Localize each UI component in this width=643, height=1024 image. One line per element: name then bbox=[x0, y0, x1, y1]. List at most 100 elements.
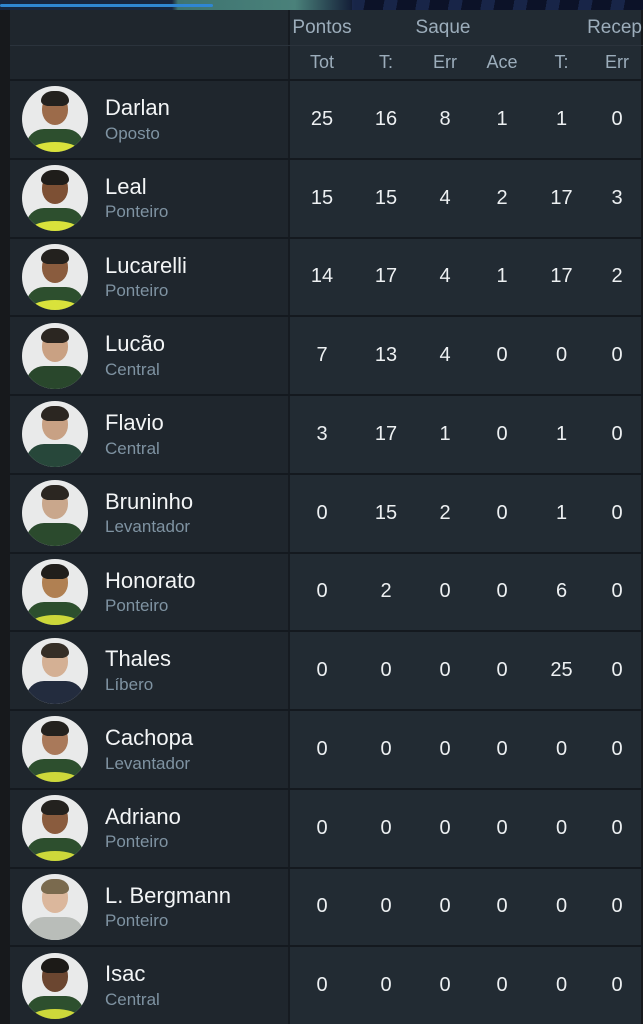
stat-value: 17 bbox=[374, 265, 398, 288]
col-header-serve-t: T: bbox=[378, 52, 393, 72]
stat-value: 0 bbox=[611, 974, 623, 997]
stat-value: 6 bbox=[555, 580, 568, 603]
stat-value: 0 bbox=[439, 580, 451, 603]
player-row[interactable]: Cachopa Levantador 0 0 0 0 0 0 bbox=[10, 709, 643, 788]
stat-value: 0 bbox=[496, 659, 508, 682]
player-position: Oposto bbox=[105, 123, 160, 143]
avatar-trim bbox=[32, 614, 78, 625]
player-position: Central bbox=[105, 438, 160, 458]
player-stats: 14 17 4 1 17 2 bbox=[288, 238, 641, 316]
player-row[interactable]: Isac Central 0 0 0 0 0 0 bbox=[10, 945, 643, 1024]
stat-value: 1 bbox=[555, 501, 568, 524]
player-stats: 25 16 8 1 1 0 bbox=[288, 81, 641, 158]
stat-value: 0 bbox=[496, 422, 508, 445]
avatar-hair bbox=[41, 485, 69, 501]
stat-value: 1 bbox=[555, 422, 568, 445]
avatar-trim bbox=[32, 1008, 78, 1019]
player-row[interactable]: Darlan Oposto 25 16 8 1 1 0 bbox=[10, 79, 643, 158]
player-avatar bbox=[22, 322, 88, 389]
player-avatar bbox=[22, 243, 88, 310]
stat-value: 4 bbox=[439, 344, 451, 367]
player-identity: Honorato Ponteiro bbox=[105, 568, 196, 616]
stat-value: 13 bbox=[374, 344, 398, 367]
stat-value: 15 bbox=[310, 186, 334, 209]
stat-value: 0 bbox=[316, 501, 328, 524]
avatar-hair bbox=[41, 91, 69, 107]
avatar-jersey bbox=[26, 680, 84, 704]
player-cell: Adriano Ponteiro bbox=[10, 789, 288, 867]
player-row[interactable]: Thales Líbero 0 0 0 0 25 0 bbox=[10, 630, 643, 709]
stat-value: 2 bbox=[611, 265, 623, 288]
player-avatar bbox=[22, 401, 88, 468]
avatar-trim bbox=[32, 221, 78, 232]
stat-value: 0 bbox=[496, 895, 508, 918]
stat-value: 0 bbox=[611, 816, 623, 839]
avatar-jersey bbox=[26, 365, 84, 389]
player-identity: Lucarelli Ponteiro bbox=[105, 253, 187, 301]
player-row[interactable]: Adriano Ponteiro 0 0 0 0 0 0 bbox=[10, 787, 643, 867]
stat-value: 0 bbox=[555, 816, 568, 839]
stat-value: 0 bbox=[380, 659, 392, 682]
stat-value: 7 bbox=[316, 344, 328, 367]
avatar-hair bbox=[41, 248, 69, 264]
player-stats: 0 15 2 0 1 0 bbox=[288, 474, 641, 552]
player-identity: L. Bergmann Ponteiro bbox=[105, 883, 231, 931]
avatar-jersey bbox=[26, 444, 84, 468]
stat-value: 17 bbox=[550, 186, 573, 209]
player-stats: 0 0 0 0 25 0 bbox=[288, 632, 641, 709]
avatar-hair bbox=[41, 170, 69, 186]
stat-value: 2 bbox=[380, 580, 392, 603]
player-name: Honorato bbox=[105, 567, 196, 593]
stat-value: 1 bbox=[496, 107, 508, 130]
stat-value: 0 bbox=[611, 501, 623, 524]
stat-value: 0 bbox=[439, 659, 451, 682]
player-stats: 0 2 0 0 6 0 bbox=[288, 553, 641, 631]
stat-value: 2 bbox=[496, 186, 508, 209]
player-cell: Thales Líbero bbox=[10, 632, 288, 709]
player-name: Lucão bbox=[105, 331, 165, 357]
stat-value: 0 bbox=[316, 737, 328, 760]
player-identity: Bruninho Levantador bbox=[105, 489, 193, 537]
stat-value: 15 bbox=[374, 501, 398, 524]
stat-value: 0 bbox=[380, 974, 392, 997]
stat-value: 0 bbox=[380, 895, 392, 918]
player-row[interactable]: Leal Ponteiro 15 15 4 2 17 3 bbox=[10, 157, 643, 237]
player-position: Ponteiro bbox=[105, 911, 169, 931]
player-identity: Thales Líbero bbox=[105, 646, 171, 694]
player-row[interactable]: Flavio Central 3 17 1 0 1 0 bbox=[10, 394, 643, 473]
stat-value: 0 bbox=[611, 580, 623, 603]
avatar-hair bbox=[41, 327, 69, 343]
player-row[interactable]: Honorato Ponteiro 0 2 0 0 6 0 bbox=[10, 551, 643, 631]
player-avatar bbox=[22, 86, 88, 153]
player-row[interactable]: Bruninho Levantador 0 15 2 0 1 0 bbox=[10, 472, 643, 552]
avatar-trim bbox=[32, 851, 78, 862]
player-position: Ponteiro bbox=[105, 596, 169, 616]
avatar-hair bbox=[41, 721, 69, 737]
avatar-jersey bbox=[26, 916, 84, 940]
player-row[interactable]: Lucarelli Ponteiro 14 17 4 1 17 2 bbox=[10, 236, 643, 316]
player-name: Lucarelli bbox=[105, 252, 187, 278]
stat-value: 0 bbox=[316, 659, 328, 682]
player-position: Líbero bbox=[105, 674, 154, 694]
col-header-recep-t: T: bbox=[554, 52, 569, 72]
group-header-pontos: Pontos bbox=[292, 16, 352, 38]
player-row[interactable]: Lucão Central 7 13 4 0 0 0 bbox=[10, 315, 643, 394]
stat-value: 0 bbox=[496, 737, 508, 760]
player-stats: 3 17 1 0 1 0 bbox=[288, 396, 641, 473]
stat-value: 16 bbox=[374, 107, 398, 130]
player-row[interactable]: L. Bergmann Ponteiro 0 0 0 0 0 0 bbox=[10, 866, 643, 946]
player-position: Central bbox=[105, 359, 160, 379]
player-rows: Darlan Oposto 25 16 8 1 1 0 Leal Ponteir… bbox=[10, 79, 643, 1024]
player-position: Ponteiro bbox=[105, 281, 169, 301]
col-header-tot: Tot bbox=[309, 52, 334, 72]
player-identity: Darlan Oposto bbox=[105, 95, 170, 143]
stat-value: 8 bbox=[439, 107, 451, 130]
player-cell: Cachopa Levantador bbox=[10, 711, 288, 788]
stat-value: 15 bbox=[374, 186, 398, 209]
avatar-trim bbox=[32, 772, 78, 783]
stat-value: 0 bbox=[611, 107, 623, 130]
player-identity: Flavio Central bbox=[105, 410, 164, 458]
stat-value: 0 bbox=[439, 974, 451, 997]
stat-value: 0 bbox=[555, 895, 568, 918]
